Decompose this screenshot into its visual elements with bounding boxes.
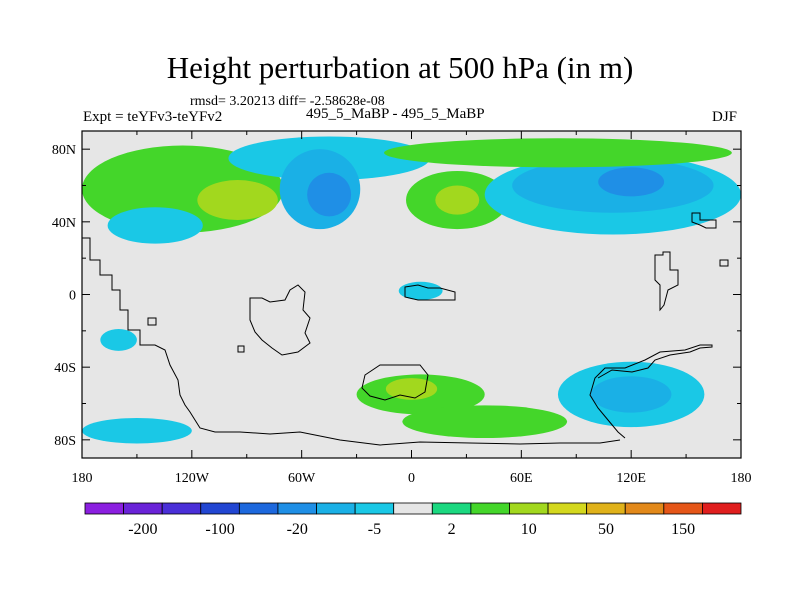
x-tick-label: 180: [72, 471, 93, 486]
colorbar-swatch: [586, 502, 626, 515]
colorbar-label: -100: [205, 521, 234, 538]
rmsd-stats: rmsd= 3.20213 diff= -2.58628e-08: [190, 94, 385, 109]
colorbar-swatch: [431, 502, 472, 515]
contour-fill-layer: [82, 136, 741, 444]
x-tick-label: 60W: [288, 471, 316, 486]
colorbar-swatch: [354, 502, 395, 515]
colorbar-label: 50: [598, 521, 614, 538]
colorbar-swatch: [470, 502, 510, 515]
y-tick-label: 80N: [52, 143, 76, 158]
coastline-south-america: [249, 284, 311, 356]
colorbar-boxes: [84, 502, 742, 515]
colorbar-label: -5: [368, 521, 381, 538]
colorbar-label: 150: [671, 521, 695, 538]
colorbar-swatch: [161, 502, 202, 515]
x-tick-label: 120W: [175, 471, 210, 486]
coastline-antarctic-peninsula: [361, 364, 429, 401]
colorbar-label: 10: [521, 521, 537, 538]
colorbar-swatch: [547, 502, 588, 515]
coastline-antarctica: [319, 435, 621, 446]
y-tick-label: 40S: [54, 361, 76, 376]
x-tick-label: 120E: [616, 471, 646, 486]
colorbar-swatch: [702, 502, 742, 515]
coastline-small-island-2: [237, 345, 245, 353]
contour-region-8: [435, 185, 480, 215]
colorbar-swatch: [238, 502, 279, 515]
contour-region-12: [384, 138, 732, 168]
contour-region-6: [307, 172, 352, 217]
colorbar-swatch: [624, 502, 665, 515]
experiment-label: Expt = teYFv3-teYFv2: [83, 109, 223, 125]
colorbar-swatch: [277, 502, 317, 515]
coastline-layer: [82, 212, 729, 446]
coastline-pacific-islands: [691, 212, 717, 229]
y-tick-label: 80S: [54, 434, 76, 449]
colorbar-label: 2: [448, 521, 456, 538]
x-tick-label: 60E: [510, 471, 533, 486]
colorbar-swatch: [316, 502, 356, 515]
colorbar-label: -200: [128, 521, 157, 538]
colorbar-label: -20: [287, 521, 308, 538]
chart-subtitle: 495_5_MaBP - 495_5_MaBP: [306, 106, 485, 122]
contour-region-20: [100, 329, 137, 351]
contour-region-18: [590, 376, 672, 413]
contour-region-1: [197, 180, 278, 221]
y-tick-label: 40N: [52, 216, 76, 231]
colorbar-swatch: [393, 502, 433, 515]
chart-title: Height perturbation at 500 hPa (in m): [166, 50, 634, 85]
contour-region-15: [385, 378, 438, 400]
contour-region-11: [598, 167, 665, 197]
colorbar-swatch: [200, 502, 240, 515]
coastline-small-island-3: [719, 259, 729, 267]
coastline-americas: [82, 237, 321, 437]
coastline-small-island-1: [147, 317, 157, 326]
contour-region-19: [82, 418, 192, 444]
colorbar-labels: -200 -100 -20 -5 2 10 50 150: [128, 521, 695, 538]
season-label: DJF: [712, 109, 738, 125]
y-tick-label: 0: [69, 289, 76, 304]
x-tick-label: 180: [731, 471, 752, 486]
y-axis: 80N 40N 0 40S 80S: [52, 143, 741, 449]
colorbar-swatch: [84, 502, 124, 515]
colorbar-swatch: [663, 502, 703, 515]
coastline-new-guinea: [654, 251, 679, 312]
colorbar-swatch: [123, 502, 163, 515]
contour-region-16: [402, 405, 568, 439]
contour-region-3: [107, 207, 203, 244]
colorbar-swatch: [509, 502, 549, 515]
coastline-australia: [589, 344, 713, 439]
x-tick-label: 0: [408, 471, 415, 486]
x-axis: 180 120W 60W 0 60E 120E 180: [72, 131, 752, 486]
coastline-africa-west: [404, 284, 456, 301]
